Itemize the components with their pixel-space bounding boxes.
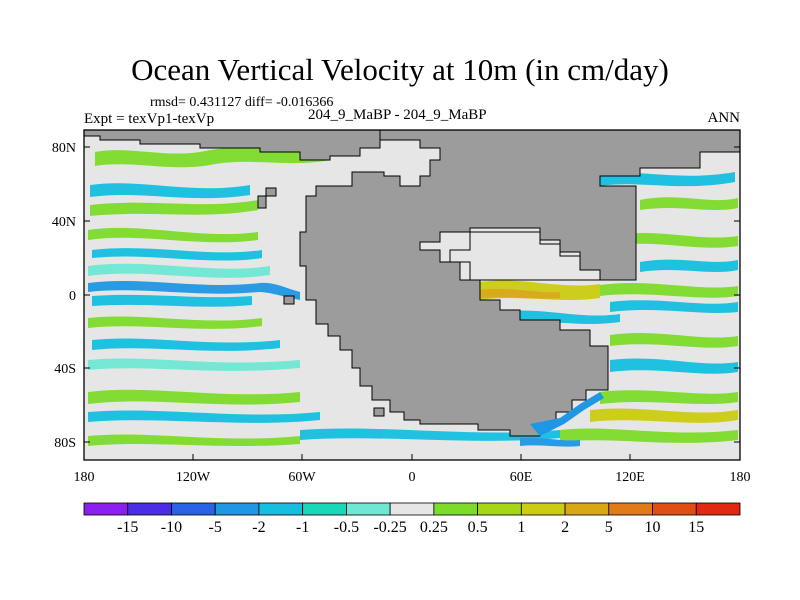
lat-tick-label: 40S <box>54 362 76 377</box>
colorbar-swatch <box>258 502 304 516</box>
colorbar-label: -0.25 <box>373 519 406 536</box>
experiment-label: Expt = texVp1-texVp <box>84 111 215 127</box>
lon-tick-label: 120W <box>176 470 211 485</box>
season-label: ANN <box>707 110 741 126</box>
colorbar-swatch <box>171 502 216 516</box>
lon-tick-label: 180 <box>74 470 95 485</box>
colorbar-label: 5 <box>605 519 613 536</box>
colorbar-swatch <box>127 502 172 516</box>
map-panel <box>83 129 741 461</box>
colorbar-swatch <box>302 502 347 516</box>
case-names-label: 204_9_MaBP - 204_9_MaBP <box>308 107 487 123</box>
colorbar-label: -10 <box>161 519 182 536</box>
lon-tick-label: 180 <box>730 470 751 485</box>
colorbar-swatch <box>695 502 741 516</box>
lon-tick-label: 120E <box>615 470 645 485</box>
longitude-axis: 180 120W 60W 0 60E 120E 180 <box>74 454 751 485</box>
coastal-upwelling <box>530 392 604 436</box>
colorbar-swatch <box>477 502 522 516</box>
colorbar-swatch <box>83 502 129 516</box>
lon-tick-label: 0 <box>409 470 416 485</box>
velocity-field <box>88 146 738 447</box>
colorbar-swatch <box>608 502 653 516</box>
colorbar-swatch <box>389 502 435 516</box>
island-north-2 <box>265 187 277 197</box>
map-title: Ocean Vertical Velocity at 10m (in cm/da… <box>131 52 669 87</box>
colorbar-label: 0.25 <box>420 519 448 536</box>
colorbar-swatch <box>345 502 391 516</box>
inland-sea <box>449 231 601 281</box>
lon-tick-label: 60W <box>288 470 316 485</box>
colorbar-label: 15 <box>688 519 704 536</box>
island-equator <box>283 295 295 305</box>
island-south <box>373 407 385 417</box>
colorbar: -15 -10 -5 -2 -1 -0.5 -0.25 0.25 0.5 1 2 5 10 15 <box>83 502 741 536</box>
lat-tick-label: 0 <box>69 289 76 304</box>
colorbar-swatch <box>214 502 260 516</box>
colorbar-label: -15 <box>117 519 138 536</box>
colorbar-swatch <box>433 502 478 516</box>
colorbar-label: 10 <box>645 519 661 536</box>
colorbar-label: 2 <box>561 519 569 536</box>
colorbar-swatch <box>652 502 697 516</box>
lat-tick-label: 40N <box>52 215 76 230</box>
stats-line: rmsd= 0.431127 diff= -0.016366 <box>150 95 334 110</box>
lat-tick-label: 80S <box>54 436 76 451</box>
lat-tick-label: 80N <box>52 141 76 156</box>
colorbar-label: -0.5 <box>334 519 359 536</box>
northern-landmass-west <box>83 129 381 161</box>
latitude-axis: 80N 40N 0 40S 80S <box>52 141 740 451</box>
colorbar-swatch <box>564 502 610 516</box>
lon-tick-label: 60E <box>510 470 533 485</box>
colorbar-label: 1 <box>517 519 525 536</box>
island-north-1 <box>257 195 267 209</box>
colorbar-swatch <box>520 502 566 516</box>
colorbar-label: 0.5 <box>468 519 488 536</box>
colorbar-label: -5 <box>209 519 222 536</box>
colorbar-label: -2 <box>252 519 265 536</box>
colorbar-label: -1 <box>296 519 309 536</box>
